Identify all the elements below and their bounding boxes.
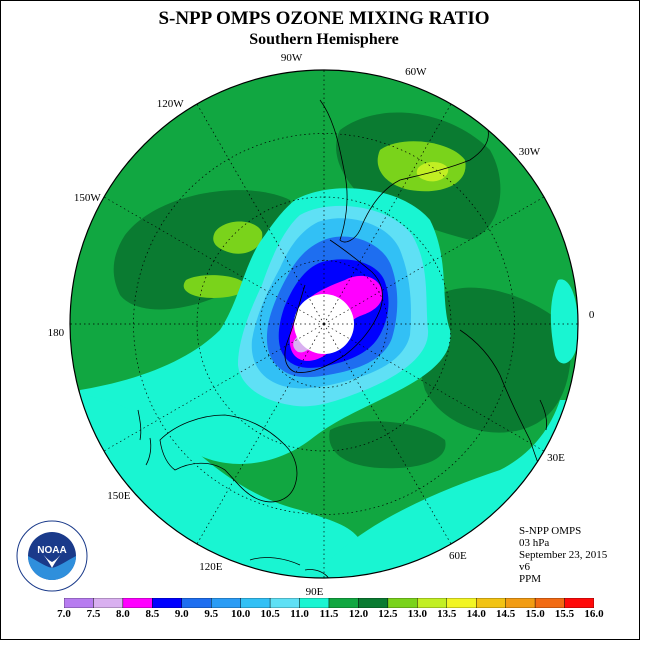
- colorbar-tick-label: 12.5: [378, 608, 398, 620]
- colorbar-swatch: [299, 598, 330, 608]
- colorbar-tick-label: 12.0: [348, 608, 369, 620]
- colorbar-tick-label: 8.0: [116, 608, 130, 620]
- meridian-line: [323, 196, 545, 325]
- colorbar-tick-label: 13.5: [437, 608, 457, 620]
- coastline-indonesia: [249, 557, 331, 578]
- ozone-region-12-b: [213, 221, 263, 254]
- colorbar-tick-label: 14.5: [496, 608, 516, 620]
- ozone-region-10-5-east: [550, 279, 578, 364]
- info-block: S-NPP OMPS 03 hPa September 23, 2015 v6 …: [519, 525, 607, 585]
- info-level: 03 hPa: [519, 537, 550, 549]
- colorbar-swatch: [417, 598, 447, 608]
- colorbar-swatch: [564, 598, 594, 608]
- longitude-label: 120W: [156, 98, 184, 111]
- colorbar-swatch: [358, 598, 389, 608]
- info-date: September 23, 2015: [519, 549, 608, 561]
- colorbar: [64, 598, 594, 608]
- longitude-label: 90E: [305, 585, 324, 598]
- figure-frame: [0, 0, 640, 640]
- colorbar-swatch: [534, 598, 565, 608]
- colorbar-swatch: [122, 598, 153, 608]
- longitude-label: 60W: [405, 66, 427, 79]
- colorbar-tick-label: 9.0: [174, 608, 189, 620]
- colorbar-swatch: [476, 598, 506, 608]
- colorbar-swatch: [505, 598, 536, 608]
- colorbar-tick-label: 7.5: [86, 608, 101, 620]
- colorbar-tick-label: 15.0: [525, 608, 545, 620]
- meridian-line: [323, 323, 545, 452]
- colorbar-tick-label: 7.0: [57, 608, 71, 620]
- meridian-line: [323, 323, 452, 545]
- colorbar-swatch: [64, 598, 94, 608]
- ozone-field: [70, 70, 578, 578]
- info-version: v6: [519, 561, 530, 573]
- colorbar-tick-label: 8.5: [145, 608, 160, 620]
- coastlines: [137, 99, 548, 578]
- coastline-south-america: [319, 99, 489, 243]
- colorbar-swatch: [328, 598, 359, 608]
- colorbar-swatch: [240, 598, 271, 608]
- longitude-label: 60E: [449, 550, 467, 563]
- colorbar-tick-label: 10.0: [231, 608, 251, 620]
- logo-text: NOAA: [37, 545, 66, 556]
- longitude-label: 0: [588, 308, 595, 321]
- colorbar-tick-label: 11.5: [319, 608, 339, 620]
- longitude-label: 90W: [280, 51, 303, 64]
- meridian-line: [196, 323, 325, 545]
- longitude-label: 120E: [199, 560, 223, 573]
- graticule: [70, 70, 578, 578]
- colorbar-tick-label: 9.5: [204, 608, 219, 620]
- info-units: PPM: [519, 573, 542, 585]
- longitude-label: 150E: [107, 490, 131, 503]
- colorbar-tick-label: 10.5: [260, 608, 280, 620]
- ozone-region-11-5-east: [418, 287, 571, 433]
- ozone-region-12-c: [183, 275, 247, 298]
- coastline-madagascar: [539, 399, 548, 431]
- colorbar-swatch: [387, 598, 418, 608]
- longitude-label: 150W: [73, 192, 101, 205]
- map-title: S-NPP OMPS OZONE MIXING RATIO: [158, 8, 490, 29]
- map-subtitle: Southern Hemisphere: [249, 31, 399, 48]
- meridian-line: [103, 323, 325, 452]
- meridian-line: [196, 103, 325, 325]
- colorbar-tick-label: 13.0: [407, 608, 427, 620]
- colorbar-swatch: [446, 598, 477, 608]
- colorbar-swatch: [211, 598, 241, 608]
- longitude-label: 30W: [518, 145, 541, 158]
- colorbar-ticks: 7.0 7.5 8.0 8.5 9.0 9.5 10.0 10.5 11.0 11.5 12.0 12…: [0, 608, 648, 622]
- coastline-africa: [459, 329, 546, 481]
- info-instrument: S-NPP OMPS: [519, 525, 582, 537]
- meridian-line: [103, 196, 325, 325]
- coastline-antarctic-peninsula: [284, 239, 383, 373]
- noaa-logo: NOAA: [16, 520, 88, 592]
- colorbar-swatch: [269, 598, 300, 608]
- longitude-label: 180: [47, 327, 65, 340]
- meridian-line: [323, 103, 452, 325]
- colorbar-tick-label: 11.0: [290, 608, 309, 620]
- colorbar-swatch: [181, 598, 212, 608]
- longitude-label: 30E: [547, 452, 565, 464]
- coastline-new-zealand: [137, 409, 152, 466]
- colorbar-tick-label: 14.0: [466, 608, 486, 620]
- colorbar-tick-label: 15.5: [554, 608, 575, 620]
- coastline-australia: [159, 414, 298, 503]
- colorbar-swatch: [152, 598, 182, 608]
- ozone-region-11-5-south: [329, 421, 446, 469]
- map-boundary: [69, 69, 579, 579]
- colorbar-tick-label: 16.0: [584, 608, 604, 620]
- colorbar-swatch: [93, 598, 124, 608]
